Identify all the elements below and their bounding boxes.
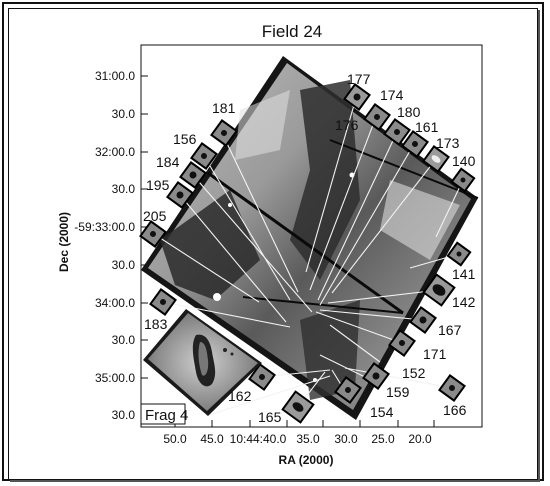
source-label-159: 159 <box>386 384 410 400</box>
y-tick-label: 30.0 <box>112 408 136 422</box>
y-tick-label: 30.0 <box>112 258 136 272</box>
inner-frame <box>8 8 538 480</box>
x-tick-labels: 50.0 45.0 10:44:40.0 35.0 30.0 25.0 20.0 <box>163 432 432 446</box>
source-label-174: 174 <box>380 87 404 103</box>
source-label-180: 180 <box>397 104 421 120</box>
source-label-140: 140 <box>452 153 476 169</box>
source-label-154: 154 <box>370 404 394 420</box>
x-tick-label: 35.0 <box>296 432 320 446</box>
source-label-167: 167 <box>438 322 462 338</box>
frag4-label-box <box>140 403 186 425</box>
figure-title: Field 24 <box>262 22 322 41</box>
source-label-166: 166 <box>443 402 467 418</box>
x-tick-label: 25.0 <box>371 432 395 446</box>
frag4-inset <box>143 309 262 416</box>
source-label-184: 184 <box>156 154 180 170</box>
x-axis-label: RA (2000) <box>279 453 334 467</box>
source-label-183: 183 <box>144 316 168 332</box>
y-tick-label: 30.0 <box>112 107 136 121</box>
x-tick-label: 45.0 <box>200 432 224 446</box>
source-label-156: 156 <box>173 131 197 147</box>
x-tick-label: 20.0 <box>408 432 432 446</box>
source-label-176: 176 <box>335 117 359 133</box>
y-tick-label: 31:00.0 <box>95 69 135 83</box>
source-label-205: 205 <box>143 208 167 224</box>
x-tick-label: 50.0 <box>163 432 187 446</box>
source-label-142: 142 <box>452 294 476 310</box>
source-label-181: 181 <box>212 100 236 116</box>
source-label-141: 141 <box>452 266 476 282</box>
thumbnails <box>139 83 476 424</box>
outer-frame <box>2 2 544 481</box>
y-axis-label: Dec (2000) <box>57 212 71 272</box>
frag4-label: Frag 4 <box>145 407 188 424</box>
source-labels: 177 174 180 161 173 140 176 181 156 184 … <box>143 71 476 425</box>
source-label-171: 171 <box>423 346 447 362</box>
source-label-161: 161 <box>415 119 439 135</box>
source-label-173: 173 <box>436 135 460 151</box>
source-label-177: 177 <box>347 71 371 87</box>
y-tick-label: 34:00.0 <box>95 296 135 310</box>
y-tick-label: 30.0 <box>112 333 136 347</box>
x-tick-label: 30.0 <box>334 432 358 446</box>
source-label-195: 195 <box>146 177 170 193</box>
source-label-165: 165 <box>258 409 282 425</box>
source-label-152: 152 <box>402 365 426 381</box>
y-tick-label: 35:00.0 <box>95 371 135 385</box>
y-tick-label: 32:00.0 <box>95 145 135 159</box>
x-tick-label: 10:44:40.0 <box>230 432 287 446</box>
image-field <box>141 56 479 420</box>
y-tick-labels: 31:00.0 30.0 32:00.0 30.0 -59:33:00.0 30… <box>74 69 135 422</box>
source-label-162: 162 <box>228 388 252 404</box>
y-tick-label: 30.0 <box>112 182 136 196</box>
pointer-lines <box>153 97 464 417</box>
y-tick-label: -59:33:00.0 <box>74 220 135 234</box>
